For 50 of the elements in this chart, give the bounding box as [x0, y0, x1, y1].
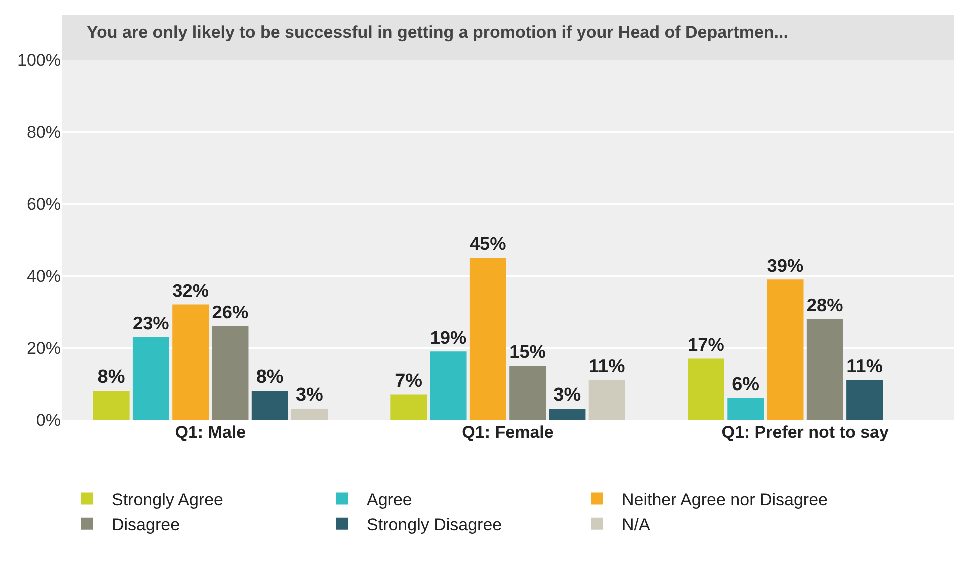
bar: [212, 326, 249, 420]
chart-title: You are only likely to be successful in getting a promotion if your Head of Departmen...: [86, 22, 788, 42]
bar: [93, 391, 130, 420]
y-tick-label: 0%: [36, 410, 61, 430]
data-label: 39%: [767, 256, 804, 276]
bar: [728, 398, 764, 420]
bar: [132, 337, 170, 420]
data-label: 11%: [846, 355, 884, 376]
data-label: 11%: [588, 355, 626, 376]
data-label: 15%: [510, 342, 546, 362]
bar: [588, 380, 626, 420]
x-tick-label: Q1: Prefer not to say: [722, 423, 890, 442]
y-tick-label: 100%: [18, 50, 61, 70]
bar: [172, 304, 210, 420]
bar: [430, 352, 467, 420]
bar: [510, 366, 546, 420]
y-tick-label: 20%: [26, 338, 61, 358]
legend-label: Strongly Disagree: [367, 515, 502, 534]
data-label: 45%: [470, 234, 506, 254]
y-tick-label: 80%: [26, 122, 61, 142]
y-tick-label: 40%: [26, 266, 61, 286]
bar: [292, 409, 328, 420]
data-label: 8%: [98, 367, 126, 388]
data-label: 7%: [395, 370, 423, 392]
data-label: 3%: [554, 385, 582, 406]
legend-label: Neither Agree nor Disagree: [622, 490, 828, 510]
x-tick-label: Q1: Female: [462, 423, 554, 442]
legend-label: N/A: [622, 515, 651, 534]
bar: [767, 280, 804, 420]
bar: [688, 358, 724, 420]
y-tick-label: 60%: [26, 194, 61, 214]
bar: [390, 394, 428, 420]
legend-label: Strongly Agree: [112, 490, 224, 510]
x-tick-label: Q1: Male: [175, 423, 246, 442]
data-label: 19%: [430, 328, 467, 348]
data-label: 8%: [256, 367, 284, 388]
bar: [806, 319, 844, 420]
data-label: 28%: [806, 295, 844, 316]
legend-label: Disagree: [112, 515, 180, 534]
bar: [252, 391, 288, 420]
bar: [470, 258, 506, 420]
data-label: 26%: [212, 302, 249, 323]
data-label: 17%: [688, 335, 724, 356]
data-label: 3%: [296, 385, 324, 406]
data-label: 32%: [172, 281, 209, 302]
legend-label: Agree: [367, 490, 412, 510]
data-label: 23%: [132, 313, 170, 334]
data-label: 6%: [732, 374, 760, 396]
bar: [549, 409, 586, 420]
bar: [846, 380, 884, 420]
